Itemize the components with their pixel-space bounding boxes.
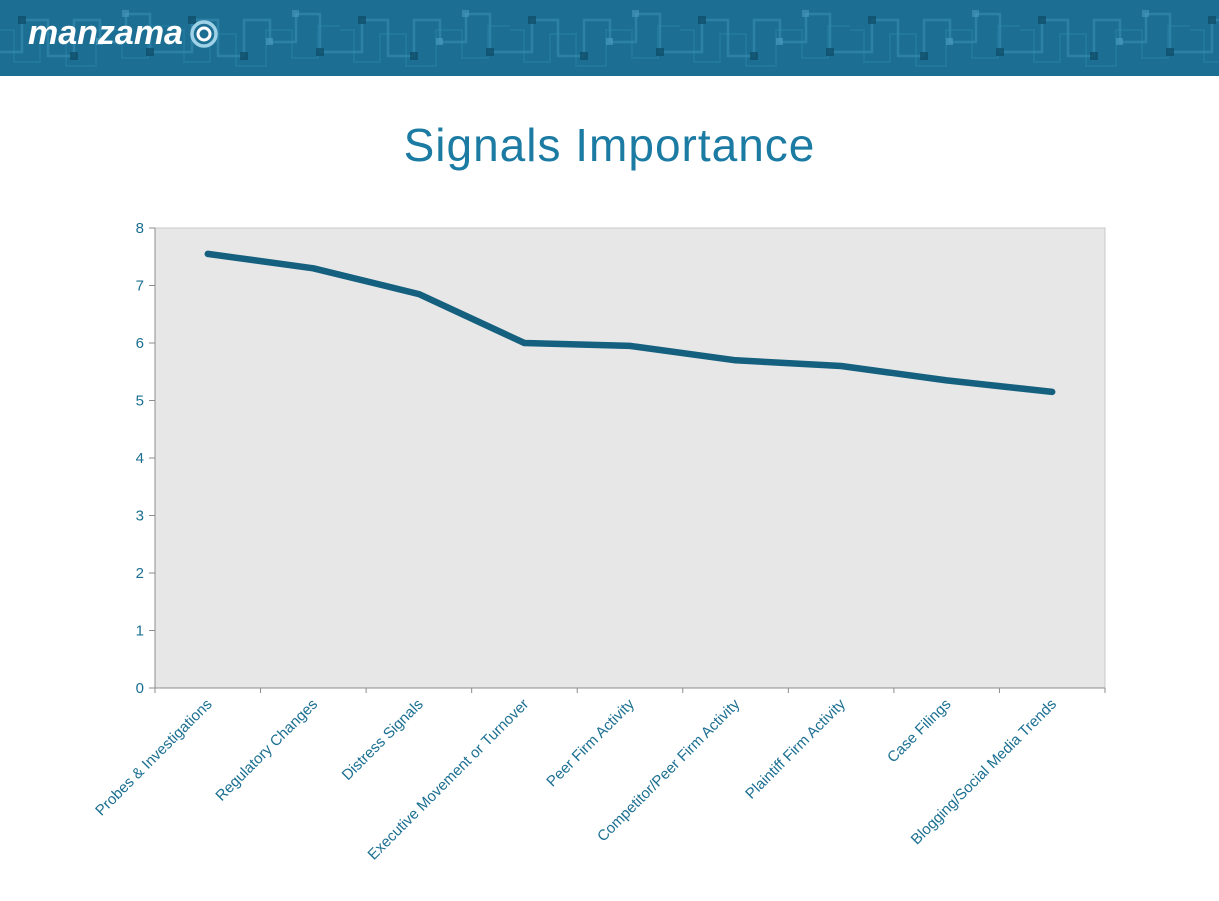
logo-mark-icon	[190, 19, 218, 48]
y-axis-label: 4	[136, 450, 144, 467]
y-axis-label: 8	[136, 220, 144, 237]
line-chart: 0 1 2 3 4 5 6 7 8 Probes & InvestigationsRegulato…	[92, 220, 1106, 863]
logo-text: manzama	[28, 14, 183, 52]
y-axis-label: 2	[136, 565, 144, 582]
x-axis-label: Case Filings	[884, 696, 954, 766]
y-axis-label: 7	[136, 278, 144, 295]
y-axis-label: 5	[136, 393, 144, 410]
x-axis-label: Regulatory Changes	[212, 696, 321, 805]
logo: manzama	[28, 14, 221, 53]
chart-title: Signals Importance	[403, 119, 816, 171]
x-axis-label: Probes & Investigations	[92, 696, 215, 819]
series-line	[204, 250, 1056, 396]
y-axis-label: 6	[136, 335, 144, 352]
y-axis-label: 3	[136, 508, 144, 525]
header-banner: manzama	[0, 0, 1219, 76]
chart-container: 0 1 2 3 4 5 6 7 8 Probes & Investigations Regulato…	[0, 195, 1219, 901]
x-axis-label: Peer Firm Activity	[543, 695, 638, 790]
plot-area	[154, 227, 1106, 689]
x-axis-label: Plaintiff Firm Activity	[742, 695, 849, 802]
x-axis-label: Distress Signals	[339, 696, 427, 784]
y-axis-label: 1	[136, 623, 144, 640]
y-axis-label: 0	[136, 680, 144, 697]
